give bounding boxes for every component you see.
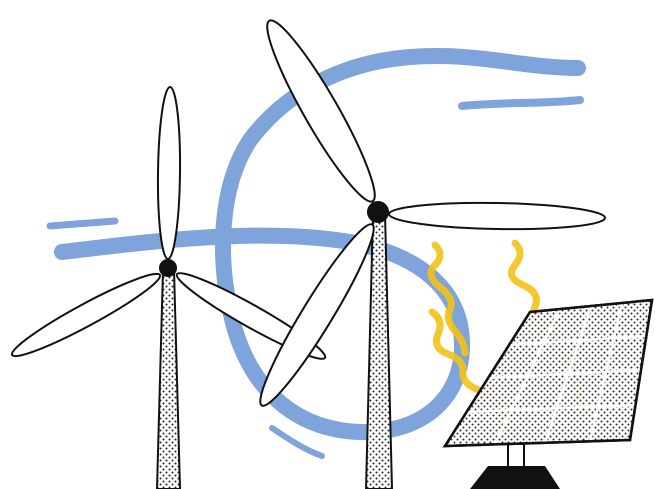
left-turbine [10,86,327,489]
right-turbine [259,19,606,489]
wind-strokes [46,48,586,459]
solar-panel [442,298,654,489]
